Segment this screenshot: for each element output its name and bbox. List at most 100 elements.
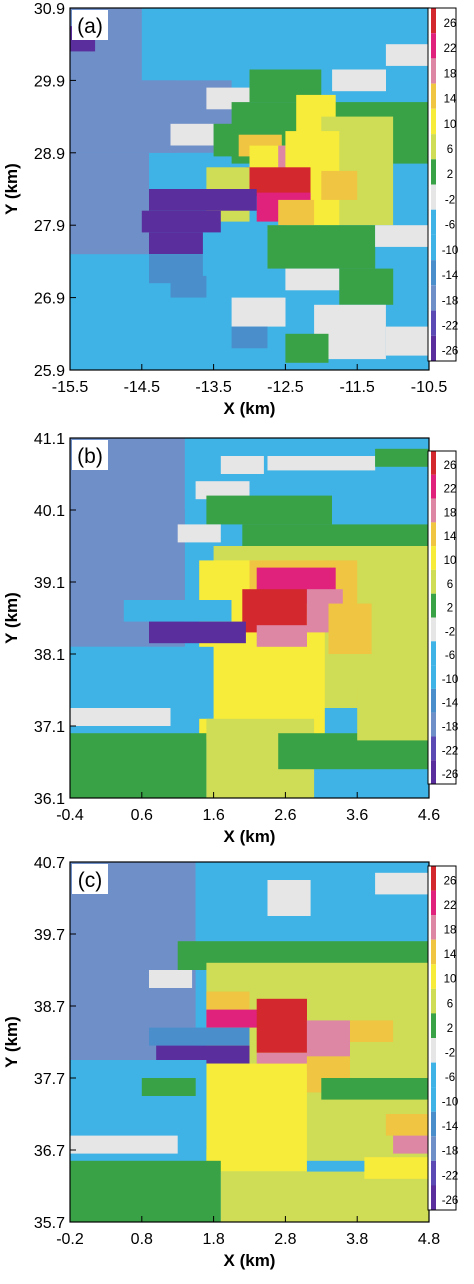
heatmap-cell [177,524,221,543]
heatmap-cell [339,268,394,305]
colorbar-swatch [431,1038,436,1063]
heatmap-cell [206,495,332,525]
colorbar-swatch [431,209,436,235]
colorbar-tick-label: -22 [442,321,459,333]
y-tick-label: 36.7 [34,1143,65,1160]
colorbar-tick-label: -14 [442,698,459,710]
heatmap-cell [385,1114,429,1136]
heatmap-cell [141,1078,196,1096]
colorbar-tick-label: -14 [442,1121,459,1133]
colorbar-tick-label: 22 [444,484,457,496]
heatmap-cell [256,625,307,647]
x-tick-label: 1.8 [202,1231,224,1248]
colorbar-tick-label: -18 [442,1146,459,1158]
colorbar-tick-label: 6 [447,998,453,1010]
colorbar-tick-label: -26 [442,1195,459,1207]
x-tick-label: 2.6 [274,807,296,824]
colorbar-tick-label: -26 [442,769,459,781]
colorbar-tick-label: 14 [444,531,457,543]
colorbar-swatch [431,760,436,784]
panel-1: -15.5 -14.5 -13.5 -12.5 -11.5 -10.5 25.9 26.9 27… [2,1,459,418]
y-axis-label: Y (km) [2,592,21,644]
panel-label: (c) [78,869,103,892]
colorbar-tick-label: -14 [442,270,459,282]
colorbar-swatch [431,234,436,261]
colorbar-swatch [431,58,436,84]
heatmap-cell [149,1027,250,1046]
panel-label-box [72,864,108,894]
x-tick-label: -12.5 [267,379,304,396]
heatmap-cell [267,225,376,269]
colorbar-swatch [431,8,436,34]
heatmap-cell [321,170,358,200]
colorbar-tick-label: -10 [442,674,459,686]
heatmap-cells [70,438,429,798]
colorbar-swatch [431,159,436,185]
colorbar-swatch [431,569,436,594]
heatmap-cell [70,733,207,798]
colorbar-swatch [431,1136,436,1161]
colorbar: 26 22 18 14 10 6 2 -2 -6 -10 -14 -18 -22 -26 [427,450,459,785]
x-tick-label: 0.6 [131,807,153,824]
colorbar-swatch [431,1111,436,1137]
colorbar-tick-label: 18 [444,507,457,519]
y-tick-label: 26.9 [34,291,65,308]
heatmap-cell [70,1060,207,1150]
colorbar-tick-label: 22 [444,43,457,55]
heatmap-cell [385,44,429,66]
colorbar-tick-label: -18 [442,722,459,734]
heatmap-cell [385,326,429,356]
colorbar-frame [427,450,457,785]
x-tick-label: 2.8 [274,1231,296,1248]
colorbar-swatch [431,641,436,666]
colorbar-tick-label: -2 [445,626,455,638]
colorbar-swatch [431,866,436,891]
heatmap-cells [70,862,429,1222]
colorbar-tick-label: 26 [444,875,457,887]
colorbar-tick-label: -10 [442,245,459,257]
colorbar-swatch [431,451,436,475]
x-tick-label: 3.8 [346,1231,368,1248]
heatmap-cell [141,210,221,233]
colorbar-tick-label: 2 [447,603,453,615]
colorbar-swatch [431,736,436,761]
heatmap-cell [149,189,257,211]
x-tick-label: 3.6 [346,807,368,824]
y-tick-label: 36.1 [34,791,65,808]
colorbar-swatch [431,498,436,523]
colorbar-tick-label: -26 [442,346,459,358]
heatmap-cell [285,333,329,363]
heatmap-cell [195,481,250,500]
colorbar-swatch [431,335,436,361]
heatmap-cell [206,1063,307,1172]
heatmap-cell [170,123,214,146]
panel-2: -0.4 0.6 1.6 2.6 3.6 4.6 36.1 37.1 38.1 39.1 40.1 4… [2,431,459,846]
heatmap-cell [364,1157,429,1179]
colorbar-tick-label: -2 [445,194,455,206]
y-tick-label: 39.7 [34,927,65,944]
colorbar-tick-label: 6 [447,579,453,591]
heatmap-cell [256,998,307,1053]
heatmap-cell [170,275,207,298]
x-tick-label: 1.6 [202,807,224,824]
heatmap-cell [70,1135,178,1154]
colorbar-tick-label: 10 [444,555,457,567]
colorbar-swatch [431,108,436,135]
colorbar-tick-label: -10 [442,1097,459,1109]
colorbar-tick-label: -6 [445,650,455,662]
y-tick-label: 38.7 [34,999,65,1016]
colorbar-swatch [431,915,436,940]
colorbar-swatch [431,688,436,713]
heatmap-cell [332,69,386,92]
x-axis-label: X (km) [224,1251,276,1270]
y-tick-label: 25.9 [34,363,65,380]
heatmap-cell [141,8,430,81]
y-tick-label: 37.7 [34,1071,65,1088]
heatmap-cell [278,199,315,226]
y-tick-label: 29.9 [34,73,65,90]
x-tick-label: 4.6 [418,807,440,824]
x-tick-label: 4.8 [418,1231,440,1248]
colorbar-swatch [431,83,436,109]
heatmap-cell [375,448,429,467]
colorbar-swatch [431,1062,436,1088]
